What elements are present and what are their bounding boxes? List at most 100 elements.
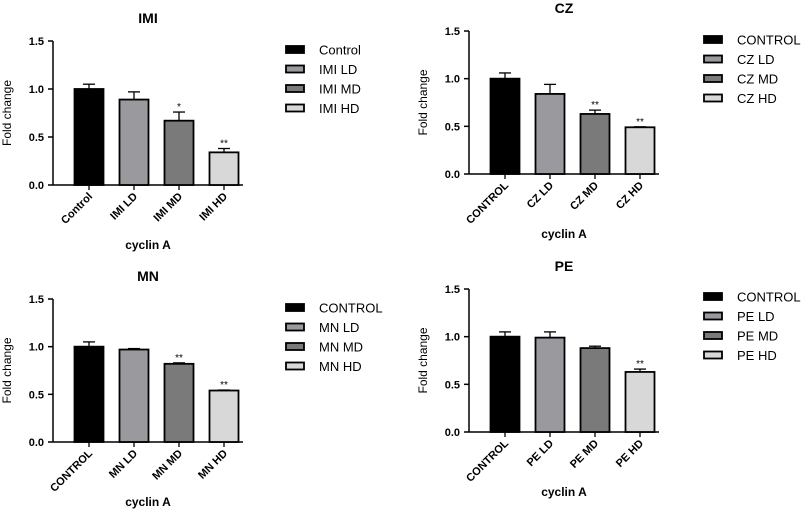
bar-imi-md bbox=[163, 119, 195, 186]
legend-swatch bbox=[285, 84, 305, 93]
y-tick-label: 0.0 bbox=[29, 437, 44, 449]
x-tick-label: PE MD bbox=[568, 438, 601, 471]
bar-control bbox=[73, 345, 105, 443]
significance-marker: ** bbox=[220, 380, 228, 391]
legend-label: IMI LD bbox=[319, 62, 357, 77]
x-tick-label: CONTROL bbox=[48, 447, 95, 494]
chart-panel-cz: CZ 0.0 0.5 1.0 1.5 Fold change CONTROL CZ LD ** C… bbox=[416, 0, 801, 241]
chart-panel-mn: MN 0.0 0.5 1.0 1.5 Fold change CONTROL MN LD ** M… bbox=[0, 268, 383, 509]
bar-control bbox=[489, 335, 521, 433]
legend-swatch bbox=[285, 64, 305, 74]
significance-marker: ** bbox=[636, 117, 644, 128]
legend-label: CONTROL bbox=[737, 290, 801, 305]
legend-label: IMI HD bbox=[319, 101, 359, 116]
y-axis-label: Fold change bbox=[0, 80, 14, 146]
chart-title: CZ bbox=[555, 0, 574, 16]
bar-mn-hd bbox=[208, 389, 240, 443]
legend-label: MN LD bbox=[319, 320, 359, 335]
legend-label: CONTROL bbox=[737, 33, 801, 48]
legend-swatch bbox=[703, 350, 723, 360]
legend-swatch bbox=[703, 35, 723, 44]
legend-label: PE LD bbox=[737, 309, 775, 324]
y-axis-label: Fold change bbox=[416, 327, 430, 393]
y-tick-label: 0.0 bbox=[29, 180, 44, 192]
bar-control bbox=[489, 77, 521, 175]
legend-label: CZ MD bbox=[737, 72, 778, 87]
y-axis-label: Fold change bbox=[416, 69, 430, 135]
bar-cz-ld bbox=[534, 93, 566, 175]
y-tick-label: 0.5 bbox=[445, 121, 460, 133]
y-tick-label: 1.0 bbox=[445, 332, 460, 344]
bar-imi-ld bbox=[118, 98, 150, 186]
legend-swatch bbox=[285, 361, 305, 371]
legend-swatch bbox=[285, 303, 305, 312]
legend-swatch bbox=[285, 103, 305, 113]
legend-label: CZ HD bbox=[737, 91, 777, 106]
x-tick-label: PE HD bbox=[614, 438, 646, 470]
x-tick-label: IMI LD bbox=[108, 191, 140, 223]
y-tick-label: 0.5 bbox=[445, 379, 460, 391]
significance-marker: ** bbox=[175, 353, 183, 364]
x-tick-label: MN LD bbox=[107, 448, 140, 481]
y-tick-label: 1.0 bbox=[29, 84, 44, 96]
legend-swatch bbox=[285, 45, 305, 54]
legend-label: IMI MD bbox=[319, 82, 361, 97]
bar-mn-md bbox=[163, 362, 195, 443]
legend-swatch bbox=[703, 331, 723, 340]
bar-control bbox=[73, 88, 105, 186]
legend-label: Control bbox=[319, 43, 361, 58]
x-tick-label: CZ LD bbox=[525, 180, 556, 211]
y-tick-label: 0.5 bbox=[29, 132, 44, 144]
legend-swatch bbox=[703, 311, 723, 321]
legend-label: PE MD bbox=[737, 329, 778, 344]
significance-marker: * bbox=[177, 102, 181, 113]
legend-swatch bbox=[703, 54, 723, 64]
significance-marker: ** bbox=[636, 359, 644, 370]
y-tick-label: 1.5 bbox=[445, 26, 460, 38]
legend-label: CZ LD bbox=[737, 52, 775, 67]
y-tick-label: 1.0 bbox=[445, 74, 460, 86]
legend-swatch bbox=[703, 93, 723, 103]
y-tick-label: 0.0 bbox=[445, 169, 460, 181]
chart-title: MN bbox=[137, 268, 159, 284]
chart-panel-imi: IMI 0.0 0.5 1.0 1.5 Fold change Control IMI LD *… bbox=[0, 10, 361, 252]
bar-pe-hd bbox=[624, 371, 656, 433]
bar-pe-md bbox=[579, 347, 611, 433]
bar-mn-ld bbox=[118, 348, 150, 443]
chart-title: PE bbox=[555, 258, 574, 274]
y-tick-label: 0.0 bbox=[445, 427, 460, 439]
legend-label: CONTROL bbox=[319, 301, 383, 316]
x-tick-label: IMI HD bbox=[197, 191, 230, 224]
y-tick-label: 1.5 bbox=[445, 284, 460, 296]
x-axis-label: cyclin A bbox=[125, 238, 171, 252]
y-tick-label: 1.0 bbox=[29, 342, 44, 354]
y-tick-label: 1.5 bbox=[29, 36, 44, 48]
x-tick-label: Control bbox=[59, 191, 95, 227]
legend-swatch bbox=[703, 292, 723, 301]
bar-imi-hd bbox=[208, 151, 240, 186]
x-axis-label: cyclin A bbox=[125, 495, 171, 509]
bar-cz-md bbox=[579, 113, 611, 175]
bar-pe-ld bbox=[534, 336, 566, 433]
legend-swatch bbox=[285, 322, 305, 332]
legend-swatch bbox=[703, 74, 723, 83]
x-tick-label: CONTROL bbox=[464, 179, 511, 226]
legend-label: PE HD bbox=[737, 348, 777, 363]
significance-marker: ** bbox=[591, 100, 599, 111]
bar-cz-hd bbox=[624, 126, 656, 175]
y-tick-label: 1.5 bbox=[29, 294, 44, 306]
legend-label: MN HD bbox=[319, 359, 362, 374]
chart-title: IMI bbox=[138, 10, 157, 26]
x-tick-label: CZ MD bbox=[568, 180, 601, 213]
y-tick-label: 0.5 bbox=[29, 389, 44, 401]
x-tick-label: MN MD bbox=[150, 448, 185, 483]
significance-marker: ** bbox=[220, 139, 228, 150]
y-axis-label: Fold change bbox=[0, 337, 14, 403]
chart-panel-pe: PE 0.0 0.5 1.0 1.5 Fold change CONTROL PE LD PE … bbox=[416, 258, 801, 499]
x-axis-label: cyclin A bbox=[541, 227, 587, 241]
x-tick-label: CONTROL bbox=[464, 437, 511, 484]
x-tick-label: PE LD bbox=[525, 438, 556, 469]
x-tick-label: CZ HD bbox=[614, 180, 646, 212]
x-axis-label: cyclin A bbox=[541, 485, 587, 499]
